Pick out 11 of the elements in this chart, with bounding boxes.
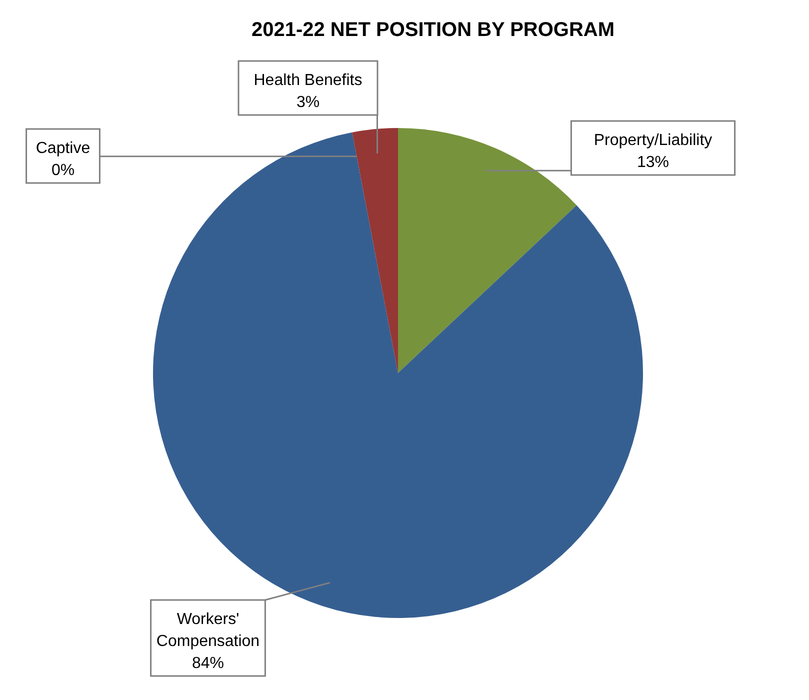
category-label: Captive bbox=[36, 140, 90, 157]
data-label: 3% bbox=[296, 94, 320, 111]
pie-slice bbox=[398, 128, 577, 373]
pie-slice bbox=[352, 128, 398, 373]
chart-title: 2021-22 NET POSITION BY PROGRAM bbox=[251, 19, 615, 41]
slice-label: Health Benefits bbox=[254, 72, 362, 89]
text: 0% bbox=[51, 162, 75, 179]
data-label: 84% bbox=[192, 655, 224, 672]
slice-label: Property/Liability bbox=[594, 132, 712, 149]
slice-label: Workers' Compensation bbox=[156, 611, 260, 650]
data-label: 13% bbox=[636, 154, 670, 171]
